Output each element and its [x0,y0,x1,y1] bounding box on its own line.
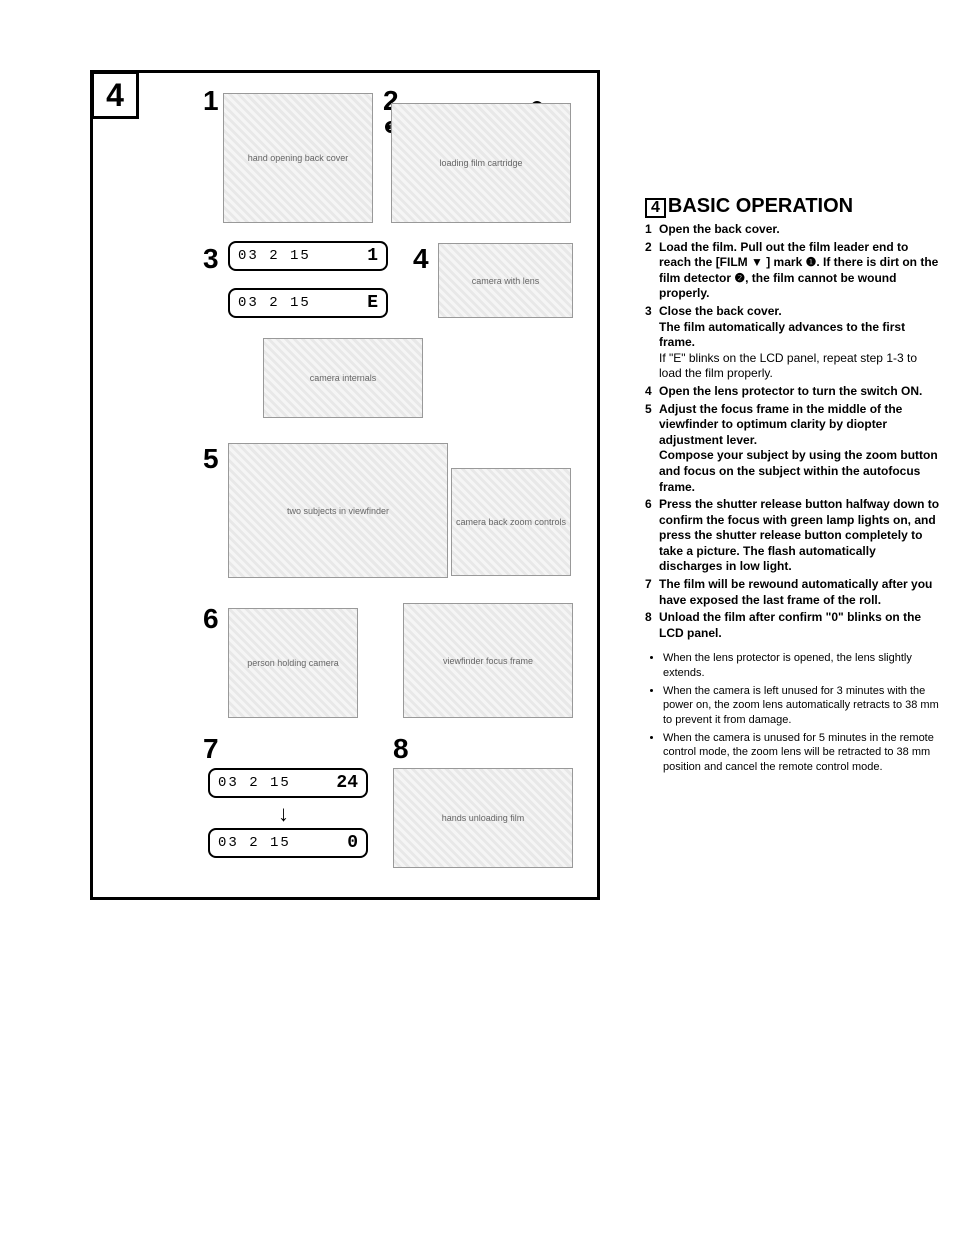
illustration-people: two subjects in viewfinder [228,443,448,578]
instruction-subtext: If "E" blinks on the LCD panel, repeat s… [659,351,940,382]
step-number-4: 4 [413,243,429,275]
illustration-camera-back: camera back zoom controls [451,468,571,576]
instruction-item: 2 Load the film. Pull out the film leade… [645,240,940,302]
instruction-item: 4 Open the lens protector to turn the sw… [645,384,940,400]
section-badge: 4 [91,71,139,119]
lcd-count-24: 24 [336,773,358,793]
instruction-item: 7 The film will be rewound automatically… [645,577,940,608]
note-item: When the camera is left unused for 3 min… [663,684,940,727]
lcd-count-0: 0 [347,833,358,853]
instruction-text: The film will be rewound automatically a… [659,577,932,607]
arrow-down-icon: ↓ [278,801,289,827]
illustration-person-shoot: person holding camera [228,608,358,718]
illustration-camera-closed: camera with lens [438,243,573,318]
illustration-hands-unload: hands unloading film [393,768,573,868]
instruction-text: Open the lens protector to turn the swit… [659,384,922,398]
text-column: 4BASIC OPERATION 1 Open the back cover. … [645,195,940,778]
lcd-display-error: 03 2 15 E [228,288,388,318]
instruction-item: 1 Open the back cover. [645,222,940,238]
note-item: When the camera is unused for 5 minutes … [663,731,940,774]
lcd-error: E [367,293,378,313]
illustration-hand-open: hand opening back cover [223,93,373,223]
instruction-item: 3 Close the back cover.The film automati… [645,304,940,382]
instruction-text: Close the back cover.The film automatica… [659,304,905,349]
instruction-text: Adjust the focus frame in the middle of … [659,402,938,494]
lcd-date: 03 2 15 [238,248,311,264]
instruction-item: 8 Unload the film after confirm "0" blin… [645,610,940,641]
illustration-camera-open: camera internals [263,338,423,418]
instruction-number: 5 [645,402,659,496]
instruction-number: 1 [645,222,659,238]
instruction-number: 6 [645,497,659,575]
notes-list: When the lens protector is opened, the l… [645,651,940,773]
step-number-3: 3 [203,243,219,275]
instruction-number: 3 [645,304,659,382]
instruction-item: 6 Press the shutter release button halfw… [645,497,940,575]
step-number-5: 5 [203,443,219,475]
lcd-display-0: 03 2 15 0 [208,828,368,858]
instruction-number: 7 [645,577,659,608]
instruction-text: Press the shutter release button halfway… [659,497,939,573]
instruction-text: Unload the film after confirm "0" blinks… [659,610,921,640]
instruction-list: 1 Open the back cover. 2 Load the film. … [645,222,940,641]
note-item: When the lens protector is opened, the l… [663,651,940,680]
lcd-count-1: 1 [367,246,378,266]
instruction-number: 8 [645,610,659,641]
instruction-number: 4 [645,384,659,400]
illustration-viewfinder: viewfinder focus frame [403,603,573,718]
title-text: BASIC OPERATION [668,195,853,217]
illustration-film-load: loading film cartridge [391,103,571,223]
lcd-date: 03 2 15 [218,835,291,851]
step-number-7: 7 [203,733,219,765]
lcd-date: 03 2 15 [238,295,311,311]
instruction-text: Load the film. Pull out the film leader … [659,240,938,301]
title-number-box: 4 [645,198,666,218]
diagram-inner: 1 hand opening back cover 2 1 2 loading … [93,73,597,897]
step-number-6: 6 [203,603,219,635]
instruction-item: 5 Adjust the focus frame in the middle o… [645,402,940,496]
step-number-1: 1 [203,85,219,117]
section-title: 4BASIC OPERATION [645,195,940,218]
lcd-date: 03 2 15 [218,775,291,791]
lcd-display-24: 03 2 15 24 [208,768,368,798]
instruction-text: Open the back cover. [659,222,780,236]
lcd-display-count: 03 2 15 1 [228,241,388,271]
instruction-number: 2 [645,240,659,302]
step-number-8: 8 [393,733,409,765]
diagram-panel: 4 1 hand opening back cover 2 1 2 loadin… [90,70,600,900]
manual-page: 4 1 hand opening back cover 2 1 2 loadin… [0,0,954,1238]
